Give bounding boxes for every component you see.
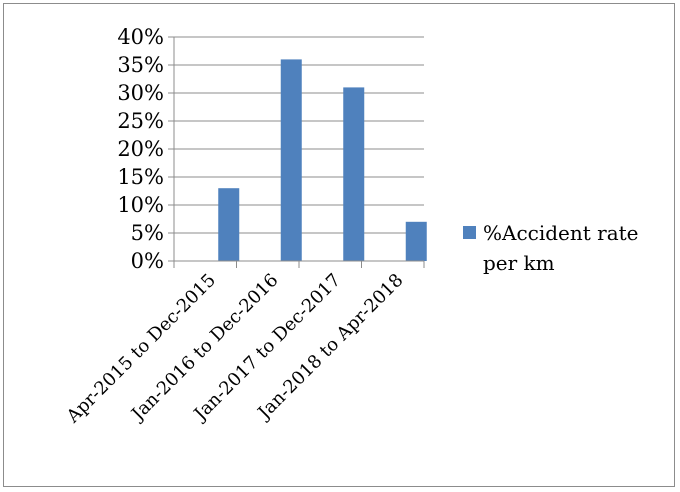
legend-swatch bbox=[463, 226, 476, 239]
y-tick-label: 25% bbox=[117, 109, 164, 133]
legend-label-line-2: per km bbox=[483, 251, 555, 275]
y-tick-label: 0% bbox=[131, 249, 164, 273]
y-tick-label: 20% bbox=[117, 137, 164, 161]
y-tick-label: 5% bbox=[131, 221, 164, 245]
legend-label-line-1: %Accident rate bbox=[483, 221, 639, 245]
legend: %Accident rate per km bbox=[463, 221, 639, 275]
bars bbox=[218, 59, 427, 262]
bar bbox=[343, 87, 365, 262]
y-tick-labels: 0% 5% 10% 15% 20% 25% 30% 35% 40% bbox=[117, 25, 164, 273]
bar bbox=[405, 221, 427, 261]
y-tick-label: 30% bbox=[117, 81, 164, 105]
bar bbox=[218, 188, 240, 261]
y-tick-label: 15% bbox=[117, 165, 164, 189]
y-tick-label: 35% bbox=[117, 53, 164, 77]
bar bbox=[280, 59, 302, 262]
y-tick-label: 10% bbox=[117, 193, 164, 217]
chart-frame bbox=[3, 3, 675, 487]
axes bbox=[168, 36, 425, 268]
y-tick-label: 40% bbox=[117, 25, 164, 49]
